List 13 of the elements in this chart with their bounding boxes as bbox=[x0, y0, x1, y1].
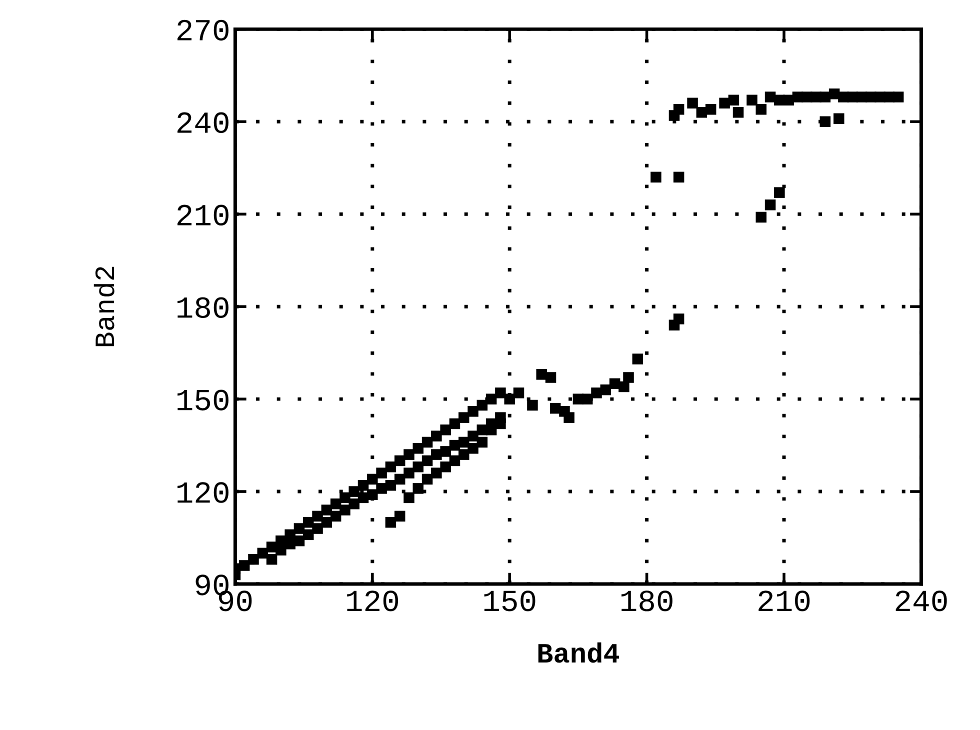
y-tick-label: 180 bbox=[178, 297, 228, 318]
x-tick-label: 240 bbox=[896, 590, 947, 612]
x-tick-label: 210 bbox=[758, 590, 810, 612]
y-tick-label: 270 bbox=[177, 20, 228, 41]
x-tick-label: 150 bbox=[484, 590, 536, 612]
y-tick-label: 150 bbox=[178, 390, 228, 410]
x-axis-title: Band4 bbox=[538, 642, 620, 663]
x-tick-label: 180 bbox=[622, 590, 672, 612]
y-tick-label: 210 bbox=[177, 204, 228, 226]
y-axis-title: Band2 bbox=[94, 266, 114, 346]
x-tick-label: 120 bbox=[347, 590, 398, 612]
y-tick-label: 240 bbox=[177, 112, 228, 134]
y-tick-label: 120 bbox=[178, 482, 228, 503]
